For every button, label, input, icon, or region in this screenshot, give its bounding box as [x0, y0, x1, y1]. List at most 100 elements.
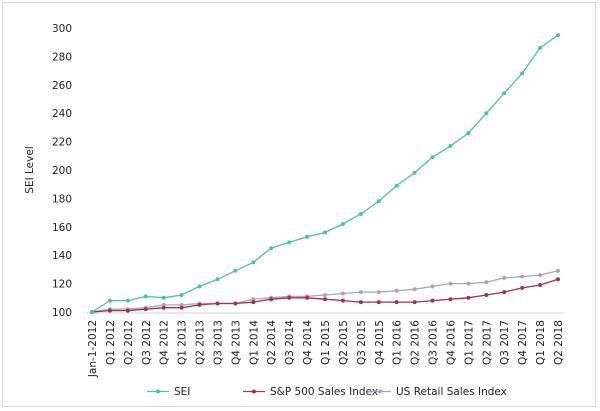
y-tick-label: 120 [52, 279, 72, 291]
data-point [107, 308, 112, 313]
data-point [484, 280, 489, 285]
x-tick-label: Jan-1-2012 [87, 320, 99, 378]
x-tick-label: Q2 2016 [410, 320, 422, 365]
data-point [448, 297, 453, 302]
data-point [143, 307, 148, 312]
data-point [484, 111, 489, 116]
data-point [340, 222, 345, 226]
data-point [215, 301, 220, 306]
data-point [251, 297, 256, 302]
data-point [520, 285, 525, 290]
x-tick-label: Q2 2017 [481, 320, 493, 365]
x-tick-label: Q4 2016 [445, 320, 457, 365]
data-point [358, 290, 363, 295]
data-point [358, 300, 363, 305]
series-line [91, 270, 559, 313]
y-tick-label: 300 [52, 23, 72, 35]
data-point [502, 275, 507, 280]
data-point [376, 199, 381, 204]
y-tick-label: 200 [52, 165, 72, 177]
legend: SEI S&P 500 Sales Index US Retail Sales In… [147, 386, 507, 398]
x-tick-label: Q3 2016 [428, 320, 440, 365]
data-point [269, 246, 274, 251]
data-point [233, 301, 238, 306]
data-point [448, 281, 453, 286]
data-point [502, 290, 507, 295]
data-point [215, 277, 220, 282]
data-point [323, 297, 327, 302]
data-point [394, 183, 399, 188]
data-point [161, 302, 166, 307]
data-point [161, 295, 166, 300]
data-point [305, 234, 310, 239]
x-tick-label: Q4 2014 [302, 320, 314, 365]
x-tick-label: Q1 2013 [177, 320, 189, 365]
y-tick-label: 140 [52, 250, 72, 262]
x-tick-label: Q2 2015 [338, 320, 350, 365]
data-point [340, 298, 345, 303]
legend-label: SEI [174, 386, 190, 398]
data-point [376, 290, 381, 295]
data-point [233, 268, 238, 273]
legend-item: SEI [147, 386, 190, 398]
legend-item: S&P 500 Sales Index [243, 386, 378, 398]
data-point [358, 212, 363, 216]
y-axis-ticks: 100 120 140 160 180 200 220 240 260 280 300 [52, 23, 72, 319]
y-tick-label: 180 [52, 193, 72, 205]
data-point [394, 288, 399, 293]
data-point [179, 302, 184, 307]
x-tick-label: Q3 2013 [212, 320, 224, 365]
data-point [161, 305, 166, 310]
data-point [412, 170, 417, 175]
data-point [412, 300, 417, 305]
legend-swatch-marker [252, 389, 256, 394]
data-point [376, 300, 381, 305]
x-tick-label: Q1 2017 [463, 320, 475, 365]
data-point [394, 300, 399, 305]
data-point [90, 310, 94, 314]
data-point [197, 302, 202, 307]
data-point [502, 91, 507, 96]
data-point [556, 33, 560, 38]
x-tick-label: Q2 2013 [195, 320, 207, 365]
data-point [448, 143, 453, 148]
data-point [556, 277, 560, 282]
y-tick-label: 160 [52, 222, 72, 234]
data-point [538, 273, 543, 278]
x-tick-label: Q2 2018 [553, 320, 565, 365]
data-point [287, 240, 292, 245]
data-point [107, 298, 112, 303]
data-point [287, 295, 292, 300]
data-point [412, 287, 417, 292]
data-point [466, 295, 471, 300]
data-point [466, 131, 471, 136]
data-point [538, 283, 543, 287]
data-point [520, 274, 525, 279]
legend-label: US Retail Sales Index [396, 386, 507, 398]
data-point [466, 281, 471, 286]
data-point [251, 260, 256, 265]
data-point [556, 268, 560, 273]
data-point [484, 293, 489, 297]
data-point [125, 298, 130, 303]
data-point [430, 284, 435, 289]
data-point [430, 298, 435, 303]
x-tick-label: Q2 2014 [266, 320, 278, 365]
y-tick-label: 260 [52, 80, 72, 92]
x-tick-label: Q3 2014 [284, 320, 296, 365]
x-tick-label: Q1 2016 [392, 320, 404, 365]
data-point [340, 291, 345, 296]
data-point [305, 295, 310, 300]
x-tick-label: Q4 2013 [230, 320, 242, 365]
series-layer [90, 33, 560, 314]
series-1 [90, 277, 560, 314]
data-point [125, 308, 130, 313]
legend-label: S&P 500 Sales Index [270, 386, 378, 398]
series-line [91, 34, 559, 313]
data-point [323, 293, 327, 297]
x-tick-label: Q3 2012 [141, 320, 153, 365]
chart-frame [2, 2, 596, 407]
series-0 [90, 33, 560, 314]
x-tick-label: Q1 2012 [105, 320, 117, 365]
